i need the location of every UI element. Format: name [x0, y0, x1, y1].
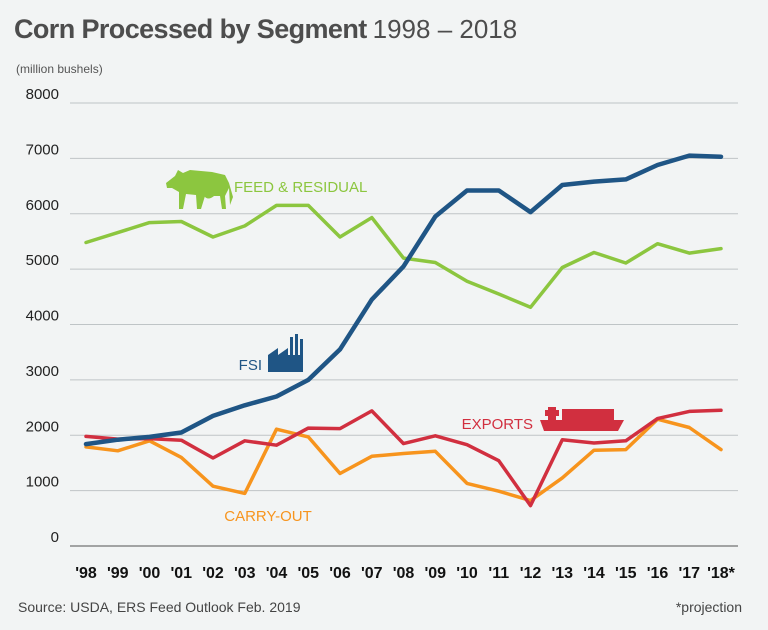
x-tick-label: '01 — [170, 565, 192, 582]
x-tick-label: '11 — [488, 565, 509, 582]
title-years: 1998 – 2018 — [372, 14, 518, 44]
series-line-fsi — [83, 153, 724, 447]
chart-title: Corn Processed by Segment 1998 – 2018 — [14, 14, 517, 45]
series-label-fsi: FSI — [239, 357, 262, 374]
y-tick-label: 2000 — [26, 418, 59, 435]
y-tick-label: 0 — [51, 529, 59, 546]
x-tick-label: '00 — [139, 565, 161, 582]
x-tick-label: '04 — [266, 565, 288, 582]
x-tick-label: '06 — [329, 565, 351, 582]
y-tick-label: 6000 — [26, 197, 59, 214]
ship-icon — [540, 407, 624, 431]
projection-note: *projection — [675, 599, 742, 615]
y-tick-label: 4000 — [26, 308, 59, 325]
x-tick-label: '02 — [202, 565, 224, 582]
x-tick-label: '08 — [393, 565, 415, 582]
series-line-carry-out — [84, 417, 723, 503]
x-tick-label: '16 — [647, 565, 669, 582]
y-tick-label: 7000 — [26, 141, 59, 158]
x-tick-label: '99 — [107, 565, 129, 582]
x-tick-label: '14 — [583, 565, 605, 582]
x-tick-label: '12 — [520, 565, 542, 582]
y-tick-label: 1000 — [26, 474, 59, 491]
x-tick-label: '98 — [75, 565, 97, 582]
y-units-label: (million bushels) — [16, 62, 103, 76]
series-label-feed-residual: FEED & RESIDUAL — [234, 179, 367, 196]
title-main: Corn Processed by Segment — [14, 14, 367, 44]
x-tick-label: '18* — [707, 565, 736, 582]
y-tick-label: 5000 — [26, 252, 59, 269]
x-tick-label: '17 — [678, 565, 700, 582]
x-tick-label: '13 — [551, 565, 573, 582]
series-label-carry-out: CARRY-OUT — [224, 508, 312, 525]
series-line-exports — [84, 408, 723, 508]
x-tick-label: '10 — [456, 565, 478, 582]
x-tick-label: '07 — [361, 565, 383, 582]
factory-icon — [268, 334, 303, 372]
cow-icon — [166, 170, 233, 209]
y-tick-label: 3000 — [26, 363, 59, 380]
series-line-feed-residual — [84, 203, 723, 310]
source-note: Source: USDA, ERS Feed Outlook Feb. 2019 — [18, 599, 301, 615]
series-label-exports: EXPORTS — [462, 416, 533, 433]
x-tick-label: '03 — [234, 565, 256, 582]
x-tick-label: '05 — [297, 565, 319, 582]
x-tick-label: '09 — [424, 565, 446, 582]
y-tick-label: 8000 — [26, 86, 59, 103]
x-tick-label: '15 — [615, 565, 637, 582]
